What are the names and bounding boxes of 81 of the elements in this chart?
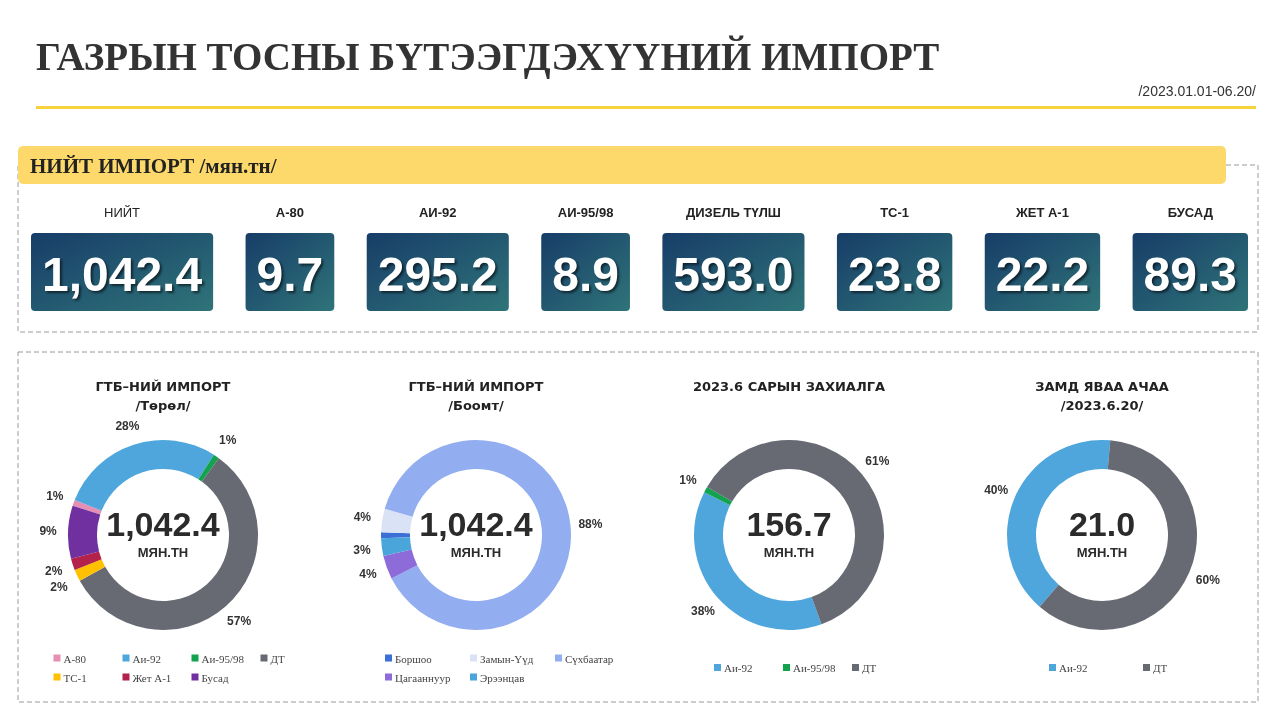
data-label: 4% bbox=[359, 567, 377, 582]
legend-label: Бусад bbox=[201, 671, 229, 684]
donut-slice bbox=[381, 532, 411, 539]
legend-label: Аи-95/98 bbox=[793, 662, 837, 674]
donut-slice bbox=[70, 551, 102, 570]
text: МЯН.ТН bbox=[450, 545, 502, 560]
text: МЯН.ТН bbox=[1076, 545, 1128, 560]
category-label: БУСАД bbox=[1167, 205, 1214, 220]
legend-label: Аи-92 bbox=[132, 652, 161, 665]
chart-subtitle: /2023.6.20/ bbox=[1060, 398, 1144, 413]
data-label: 295.2 bbox=[377, 248, 498, 301]
legend-label: Аи-92 bbox=[1059, 662, 1088, 674]
text: 21.0 bbox=[1068, 505, 1136, 543]
donut-slice bbox=[381, 508, 413, 534]
text: 156.7 bbox=[746, 505, 832, 543]
donut-slice bbox=[384, 440, 571, 630]
data-label: 89.3 bbox=[1143, 248, 1238, 301]
data-label: 88% bbox=[578, 516, 603, 531]
legend-label: Жет А-1 bbox=[132, 671, 172, 684]
category-label: ДИЗЕЛЬ ТҮЛШ bbox=[686, 205, 781, 220]
text: ГАЗРЫН ТОСНЫ БҮТЭЭГДЭХҮҮНИЙ ИМПОРТ bbox=[36, 35, 940, 79]
text: МЯН.ТН bbox=[137, 545, 189, 560]
donut-slice bbox=[1039, 440, 1197, 630]
category-label: ЖЕТ А-1 bbox=[1015, 205, 1069, 220]
donut-slice bbox=[383, 549, 418, 579]
category-label: АИ-92 bbox=[418, 205, 457, 220]
category-label: ТС-1 bbox=[880, 205, 910, 220]
donut-slice bbox=[704, 486, 733, 506]
legend-label: ДТ bbox=[270, 652, 285, 665]
chart-title: ГТБ–НИЙ ИМПОРТ bbox=[95, 379, 231, 394]
legend-label: ДТ bbox=[1153, 662, 1168, 674]
chart-title: ГТБ–НИЙ ИМПОРТ bbox=[408, 379, 544, 394]
donut-slice bbox=[198, 454, 219, 482]
chart-subtitle: /Төрөл/ bbox=[135, 398, 191, 413]
text: 1,042.4 bbox=[419, 505, 533, 543]
data-label: 61% bbox=[865, 454, 890, 469]
legend-label: Сүхбаатар bbox=[565, 652, 614, 665]
legend-label: Цагааннуур bbox=[395, 671, 451, 684]
text: МЯН.ТН bbox=[763, 545, 815, 560]
category-label: НИЙТ bbox=[104, 205, 141, 220]
text: НИЙТ ИМПОРТ /мян.тн/ bbox=[30, 154, 278, 178]
legend-label: ТС-1 bbox=[63, 671, 87, 684]
data-label: 23.8 bbox=[847, 248, 942, 301]
data-label: 38% bbox=[690, 604, 716, 619]
donut-slice bbox=[74, 440, 214, 511]
legend-label: Аи-95/98 bbox=[201, 652, 245, 665]
data-label: 57% bbox=[227, 614, 252, 629]
donut-slice bbox=[68, 505, 101, 559]
legend-label: Боршоо bbox=[395, 652, 433, 665]
data-label: 22.2 bbox=[995, 248, 1090, 301]
data-label: 1% bbox=[679, 472, 698, 487]
data-label: 593.0 bbox=[673, 248, 794, 301]
data-label: 9.7 bbox=[256, 248, 324, 301]
chart-title: ЗАМД ЯВАА АЧАА bbox=[1035, 379, 1169, 394]
donut-slice bbox=[381, 537, 412, 557]
data-label: 9% bbox=[39, 524, 58, 539]
data-label: 3% bbox=[353, 542, 371, 557]
data-label: 2% bbox=[50, 579, 68, 594]
data-label: 2% bbox=[44, 563, 63, 578]
data-label: 40% bbox=[984, 483, 1009, 498]
text: 1,042.4 bbox=[106, 505, 220, 543]
chart-subtitle: /Боомт/ bbox=[448, 398, 504, 413]
data-label: 1% bbox=[218, 432, 237, 447]
chart-title: 2023.6 САРЫН ЗАХИАЛГА bbox=[692, 379, 886, 394]
legend-label: А-80 bbox=[63, 652, 87, 665]
donut-slice bbox=[72, 500, 102, 515]
data-label: 4% bbox=[353, 510, 372, 525]
data-label: 1,042.4 bbox=[41, 248, 203, 301]
legend-label: Аи-92 bbox=[724, 662, 753, 674]
legend-label: Замын-Үүд bbox=[480, 652, 534, 665]
legend-label: ДТ bbox=[862, 662, 877, 674]
data-label: 8.9 bbox=[552, 248, 619, 301]
category-label: А-80 bbox=[275, 205, 305, 220]
data-label: 1% bbox=[46, 489, 64, 504]
legend-label: Эрээнцав bbox=[480, 671, 525, 684]
data-label: 28% bbox=[115, 418, 140, 433]
donut-slice bbox=[79, 458, 258, 630]
data-label: 60% bbox=[1195, 572, 1221, 587]
text: /2023.01.01-06.20/ bbox=[1138, 83, 1257, 99]
category-label: АИ-95/98 bbox=[557, 205, 614, 220]
donut-slice bbox=[74, 559, 106, 581]
